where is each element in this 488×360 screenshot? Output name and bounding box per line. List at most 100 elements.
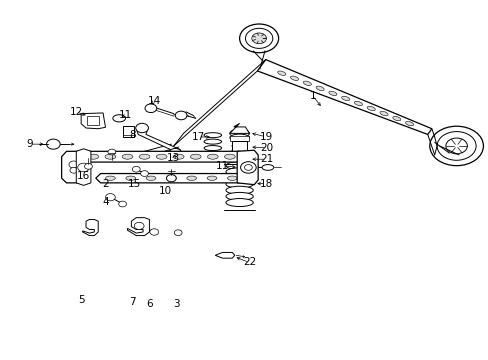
Text: 3: 3 <box>173 299 179 309</box>
Circle shape <box>175 111 186 120</box>
Text: 13: 13 <box>167 153 180 163</box>
Text: 14: 14 <box>147 96 161 106</box>
Text: 11: 11 <box>216 161 229 171</box>
Ellipse shape <box>354 101 362 105</box>
Polygon shape <box>215 252 234 258</box>
Ellipse shape <box>166 176 176 180</box>
Ellipse shape <box>203 139 221 144</box>
Ellipse shape <box>224 154 235 159</box>
Ellipse shape <box>203 145 221 150</box>
Ellipse shape <box>328 91 336 95</box>
Text: 17: 17 <box>191 132 204 142</box>
Ellipse shape <box>125 176 135 180</box>
Bar <box>229 136 249 141</box>
Ellipse shape <box>225 174 253 182</box>
Text: 9: 9 <box>26 139 33 149</box>
Text: 21: 21 <box>259 154 272 164</box>
Polygon shape <box>237 150 258 185</box>
Text: 7: 7 <box>129 297 135 307</box>
Circle shape <box>132 166 140 172</box>
Ellipse shape <box>290 76 298 80</box>
Ellipse shape <box>227 176 237 180</box>
Polygon shape <box>136 128 181 153</box>
Circle shape <box>119 201 126 207</box>
Ellipse shape <box>225 162 253 170</box>
Polygon shape <box>61 151 84 183</box>
Circle shape <box>46 139 60 149</box>
Ellipse shape <box>392 116 400 121</box>
Circle shape <box>84 163 92 169</box>
Circle shape <box>240 162 256 173</box>
Text: 12: 12 <box>69 107 83 117</box>
Ellipse shape <box>113 115 125 122</box>
Circle shape <box>141 171 148 176</box>
Ellipse shape <box>231 148 247 153</box>
Ellipse shape <box>105 176 115 180</box>
Polygon shape <box>82 220 98 235</box>
Circle shape <box>78 163 89 172</box>
Text: 22: 22 <box>242 257 256 267</box>
Circle shape <box>174 230 182 235</box>
Text: 5: 5 <box>78 295 84 305</box>
Ellipse shape <box>315 86 324 90</box>
Circle shape <box>244 165 252 170</box>
Ellipse shape <box>379 111 387 116</box>
Ellipse shape <box>207 176 216 180</box>
Circle shape <box>69 161 79 168</box>
Ellipse shape <box>122 154 133 159</box>
Ellipse shape <box>231 153 247 157</box>
Ellipse shape <box>225 180 253 188</box>
Circle shape <box>145 104 157 113</box>
Ellipse shape <box>229 134 249 141</box>
Circle shape <box>108 149 116 155</box>
Circle shape <box>445 138 467 154</box>
Text: 19: 19 <box>259 132 272 142</box>
Text: 18: 18 <box>259 179 272 189</box>
Circle shape <box>166 175 176 182</box>
Circle shape <box>245 28 272 48</box>
Ellipse shape <box>366 106 374 111</box>
Ellipse shape <box>229 129 249 138</box>
Ellipse shape <box>88 154 99 159</box>
Ellipse shape <box>146 176 156 180</box>
Ellipse shape <box>303 81 311 85</box>
Text: 6: 6 <box>146 299 152 309</box>
Ellipse shape <box>105 154 116 159</box>
Ellipse shape <box>225 168 253 176</box>
Polygon shape <box>257 59 431 134</box>
Text: 15: 15 <box>128 179 141 189</box>
Circle shape <box>251 33 266 44</box>
Bar <box>231 140 247 156</box>
Circle shape <box>429 126 483 166</box>
Ellipse shape <box>186 176 196 180</box>
Text: 4: 4 <box>102 197 109 207</box>
Text: 2: 2 <box>102 179 109 189</box>
Circle shape <box>436 132 475 160</box>
Ellipse shape <box>139 154 150 159</box>
Polygon shape <box>81 113 105 129</box>
Circle shape <box>168 148 181 158</box>
Ellipse shape <box>225 199 253 207</box>
Circle shape <box>105 194 115 201</box>
Polygon shape <box>229 123 249 134</box>
Ellipse shape <box>225 192 253 201</box>
Text: 20: 20 <box>259 143 272 153</box>
Ellipse shape <box>341 96 349 100</box>
Ellipse shape <box>231 144 247 148</box>
Polygon shape <box>77 151 244 162</box>
Ellipse shape <box>190 154 201 159</box>
Bar <box>87 116 99 125</box>
Ellipse shape <box>207 154 218 159</box>
Ellipse shape <box>405 121 413 126</box>
Circle shape <box>134 222 144 229</box>
Text: 10: 10 <box>159 186 172 196</box>
Text: 1: 1 <box>309 91 315 101</box>
Polygon shape <box>127 218 149 235</box>
Text: 8: 8 <box>129 130 135 140</box>
Circle shape <box>136 123 148 133</box>
Text: 11: 11 <box>118 111 131 121</box>
Text: 16: 16 <box>77 171 90 181</box>
Circle shape <box>70 167 78 173</box>
Polygon shape <box>76 149 91 185</box>
Ellipse shape <box>156 154 166 159</box>
